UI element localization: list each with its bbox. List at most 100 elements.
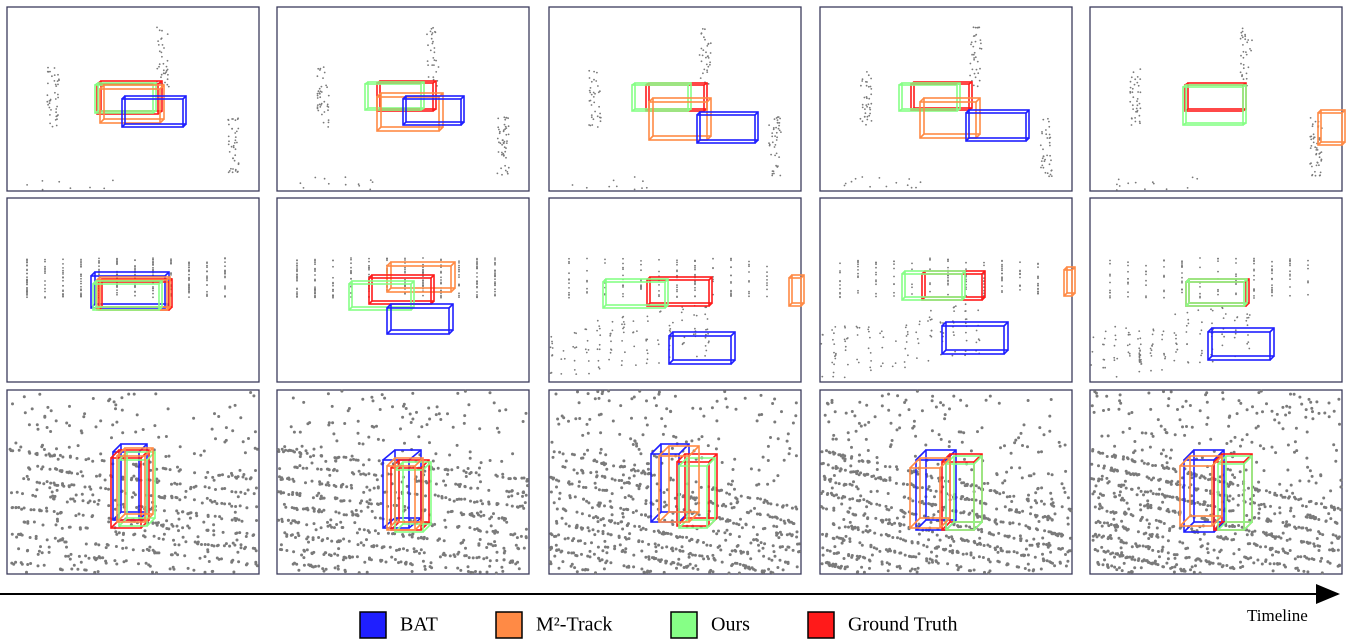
point: [300, 182, 302, 184]
point: [323, 66, 325, 68]
point: [320, 526, 323, 529]
point: [317, 110, 319, 112]
point: [255, 549, 258, 552]
point: [591, 506, 594, 509]
point: [56, 489, 59, 492]
point: [598, 501, 601, 504]
point: [976, 69, 978, 71]
point: [883, 336, 885, 338]
point: [929, 335, 931, 337]
point: [192, 569, 195, 572]
point: [935, 490, 938, 493]
point: [211, 570, 214, 573]
point: [1250, 50, 1252, 52]
point: [662, 433, 665, 436]
point: [237, 560, 240, 563]
point: [890, 443, 893, 446]
point: [1246, 343, 1248, 345]
point: [758, 549, 761, 552]
point: [862, 514, 865, 517]
point: [564, 358, 566, 360]
point: [255, 505, 258, 508]
point: [1199, 267, 1201, 269]
point: [779, 130, 781, 132]
point: [246, 532, 249, 535]
point: [827, 403, 830, 406]
point: [430, 50, 432, 52]
point: [717, 437, 720, 440]
point: [343, 513, 346, 516]
point: [750, 467, 753, 470]
point: [1109, 290, 1111, 292]
point: [747, 496, 750, 499]
point: [892, 366, 894, 368]
point: [333, 468, 336, 471]
point: [339, 521, 342, 524]
point: [640, 568, 643, 571]
point: [424, 494, 427, 497]
point: [588, 529, 591, 532]
point: [207, 515, 210, 518]
point: [62, 277, 64, 279]
point: [233, 147, 235, 149]
point: [748, 280, 750, 282]
point: [59, 454, 62, 457]
point: [1116, 376, 1118, 378]
point: [586, 291, 588, 293]
point: [224, 261, 226, 263]
point: [739, 550, 742, 553]
point: [907, 331, 909, 333]
point: [670, 563, 673, 566]
point: [26, 280, 28, 282]
point: [422, 272, 424, 274]
point: [619, 507, 622, 510]
point: [348, 556, 351, 559]
point: [623, 321, 625, 323]
point: [418, 552, 421, 555]
point: [31, 494, 34, 497]
point: [181, 526, 184, 529]
point: [551, 441, 554, 444]
point: [658, 343, 660, 345]
point: [212, 533, 215, 536]
point: [771, 516, 774, 519]
point: [61, 527, 64, 530]
point: [739, 563, 742, 566]
scan-panel: [820, 198, 1075, 382]
point: [176, 496, 179, 499]
point: [80, 274, 82, 276]
point: [893, 276, 895, 278]
point: [26, 281, 28, 283]
point: [319, 96, 321, 98]
point: [1119, 185, 1121, 187]
point: [1199, 286, 1201, 288]
point: [785, 504, 788, 507]
point: [669, 410, 672, 413]
point: [622, 465, 625, 468]
point: [247, 437, 250, 440]
point: [296, 277, 298, 279]
point: [1175, 351, 1177, 353]
point: [207, 543, 210, 546]
point: [1316, 153, 1318, 155]
point: [224, 273, 226, 275]
point: [456, 392, 459, 395]
point: [624, 323, 626, 325]
point: [212, 523, 215, 526]
point: [497, 138, 499, 140]
point: [880, 365, 882, 367]
point: [642, 180, 644, 182]
point: [974, 35, 976, 37]
point: [924, 444, 927, 447]
point: [308, 421, 311, 424]
point: [709, 61, 711, 63]
point: [676, 291, 678, 293]
point: [206, 497, 209, 500]
point: [55, 98, 57, 100]
point: [757, 544, 760, 547]
point: [555, 393, 558, 396]
point: [411, 563, 414, 566]
point: [333, 552, 336, 555]
point: [499, 131, 501, 133]
point: [357, 543, 360, 546]
